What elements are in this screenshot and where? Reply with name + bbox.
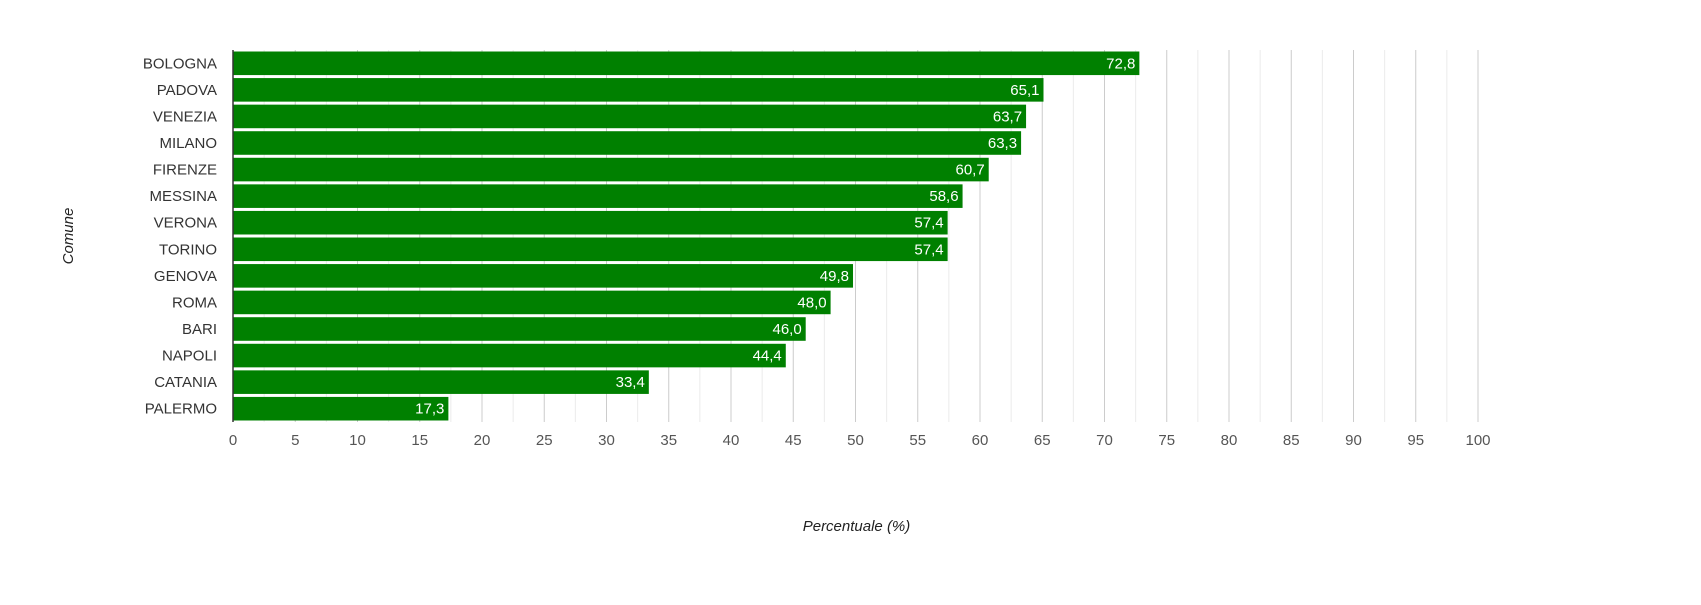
x-tick-label: 5	[291, 432, 299, 449]
bar-bari	[233, 317, 806, 341]
value-label: 33,4	[616, 374, 645, 391]
x-tick-label: 55	[909, 432, 926, 449]
value-label: 44,4	[753, 348, 782, 365]
value-label: 46,0	[772, 321, 801, 338]
category-label: VERONA	[154, 215, 217, 232]
category-label: PALERMO	[145, 401, 217, 418]
category-label: ROMA	[172, 294, 217, 311]
value-label: 65,1	[1010, 82, 1039, 99]
value-label: 49,8	[820, 268, 849, 285]
x-tick-label: 90	[1345, 432, 1362, 449]
x-tick-label: 85	[1283, 432, 1300, 449]
x-tick-label: 65	[1034, 432, 1051, 449]
x-tick-label: 25	[536, 432, 553, 449]
x-tick-label: 80	[1221, 432, 1238, 449]
x-axis-title: Percentuale (%)	[803, 518, 911, 535]
category-label: GENOVA	[154, 268, 217, 285]
category-label: VENEZIA	[153, 108, 217, 125]
category-label: FIRENZE	[153, 162, 217, 179]
x-tick-label: 60	[972, 432, 989, 449]
value-label: 48,0	[797, 294, 826, 311]
bar-padova	[233, 78, 1044, 102]
category-label: MESSINA	[149, 188, 217, 205]
value-label: 58,6	[929, 188, 958, 205]
bar-messina	[233, 184, 963, 208]
x-tick-label: 70	[1096, 432, 1113, 449]
x-tick-label: 75	[1158, 432, 1175, 449]
bar-catania	[233, 370, 649, 394]
x-tick-label: 10	[349, 432, 366, 449]
value-label: 57,4	[914, 241, 943, 258]
category-label: TORINO	[159, 241, 217, 258]
value-label: 17,3	[415, 401, 444, 418]
x-tick-label: 50	[847, 432, 864, 449]
category-label: BOLOGNA	[143, 55, 217, 72]
category-label: PADOVA	[157, 82, 217, 99]
value-label: 63,7	[993, 108, 1022, 125]
bar-palermo	[233, 396, 449, 421]
category-label: MILANO	[159, 135, 217, 152]
x-tick-label: 100	[1465, 432, 1490, 449]
x-tick-label: 30	[598, 432, 615, 449]
x-tick-label: 20	[474, 432, 491, 449]
bar-firenze	[233, 157, 989, 182]
bar-venezia	[233, 104, 1027, 129]
value-label: 72,8	[1106, 55, 1135, 72]
value-label: 60,7	[956, 162, 985, 179]
x-tick-label: 45	[785, 432, 802, 449]
category-label: NAPOLI	[162, 348, 217, 365]
category-label: CATANIA	[154, 374, 217, 391]
bars: 72,8 65,1 63,7 63,360,7 58,6 57,4 57,4 49,8 48,0…	[233, 51, 1140, 421]
bar-verona	[233, 210, 948, 235]
x-tick-label: 40	[723, 432, 740, 449]
x-tick-label: 15	[411, 432, 428, 449]
bar-genova	[233, 264, 854, 288]
x-tick-label: 95	[1407, 432, 1424, 449]
bar-torino	[233, 237, 948, 262]
bar-napoli	[233, 343, 786, 368]
category-label: BARI	[182, 321, 217, 338]
bar-milano	[233, 131, 1022, 155]
axes: 0 5 10 15 20 25 30 35 40 45 50 55 60 65 70 75 80 85 90 95 10…	[143, 50, 1491, 449]
bar-bologna	[233, 51, 1140, 76]
value-label: 63,3	[988, 135, 1017, 152]
bar-roma	[233, 290, 831, 315]
x-tick-label: 0	[229, 432, 237, 449]
x-tick-label: 35	[660, 432, 677, 449]
y-axis-title: Comune	[60, 208, 77, 265]
value-label: 57,4	[914, 215, 943, 232]
